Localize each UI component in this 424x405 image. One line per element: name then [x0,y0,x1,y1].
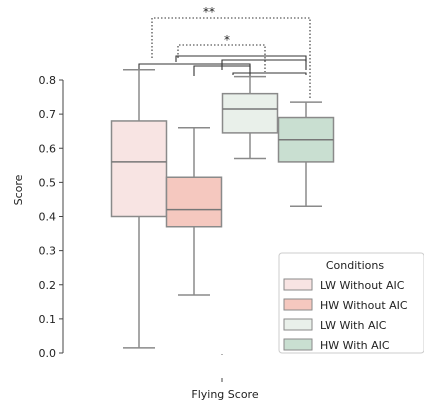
y-tick-label: 0.2 [39,279,57,292]
iqr-box [221,92,279,134]
box-series [110,69,335,349]
legend-swatch [283,318,313,331]
box-1 [110,69,168,349]
legend-label: HW Without AIC [320,299,408,312]
bracket-solid-2-4 [221,59,307,70]
legend-label: LW Without AIC [320,279,405,292]
legend-label: HW With AIC [320,339,390,352]
y-tick-label: 0.1 [39,313,57,326]
y-axis-label: Score [12,174,25,205]
significance-label: * [224,33,230,47]
y-tick-label: 0.5 [39,176,57,189]
y-tick-label: 0.3 [39,245,57,258]
legend: Conditions LW Without AIC HW Without AIC LW… [278,252,424,354]
legend-frame [278,252,424,354]
box-3 [221,75,279,160]
y-tick-label: 0.0 [39,347,57,360]
bracket-dotted-1-4 [151,17,311,99]
y-tick-label: 0.8 [39,74,57,87]
significance-brackets: *** [138,5,311,99]
significance-label: ** [203,5,215,19]
legend-swatch [283,278,313,291]
iqr-box [165,176,223,228]
box-2 [165,127,223,296]
legend-swatch [283,338,313,351]
y-axis: 0.0 0.1 0.2 0.3 0.4 0.5 0.6 0.7 0.8 [39,74,223,382]
x-axis-label: Flying Score [191,388,258,401]
legend-swatch [283,298,313,311]
y-tick-label: 0.4 [39,211,57,224]
y-tick-label: 0.7 [39,108,57,121]
box-4 [277,101,335,208]
legend-label: LW With AIC [320,319,387,332]
y-tick-label: 0.6 [39,142,57,155]
bracket-dotted-2-3 [177,44,266,72]
bracket-solid-1-4 [175,55,307,62]
iqr-box [110,120,168,218]
bracket-solid-3-4 [232,72,307,75]
legend-title: Conditions [326,259,384,272]
